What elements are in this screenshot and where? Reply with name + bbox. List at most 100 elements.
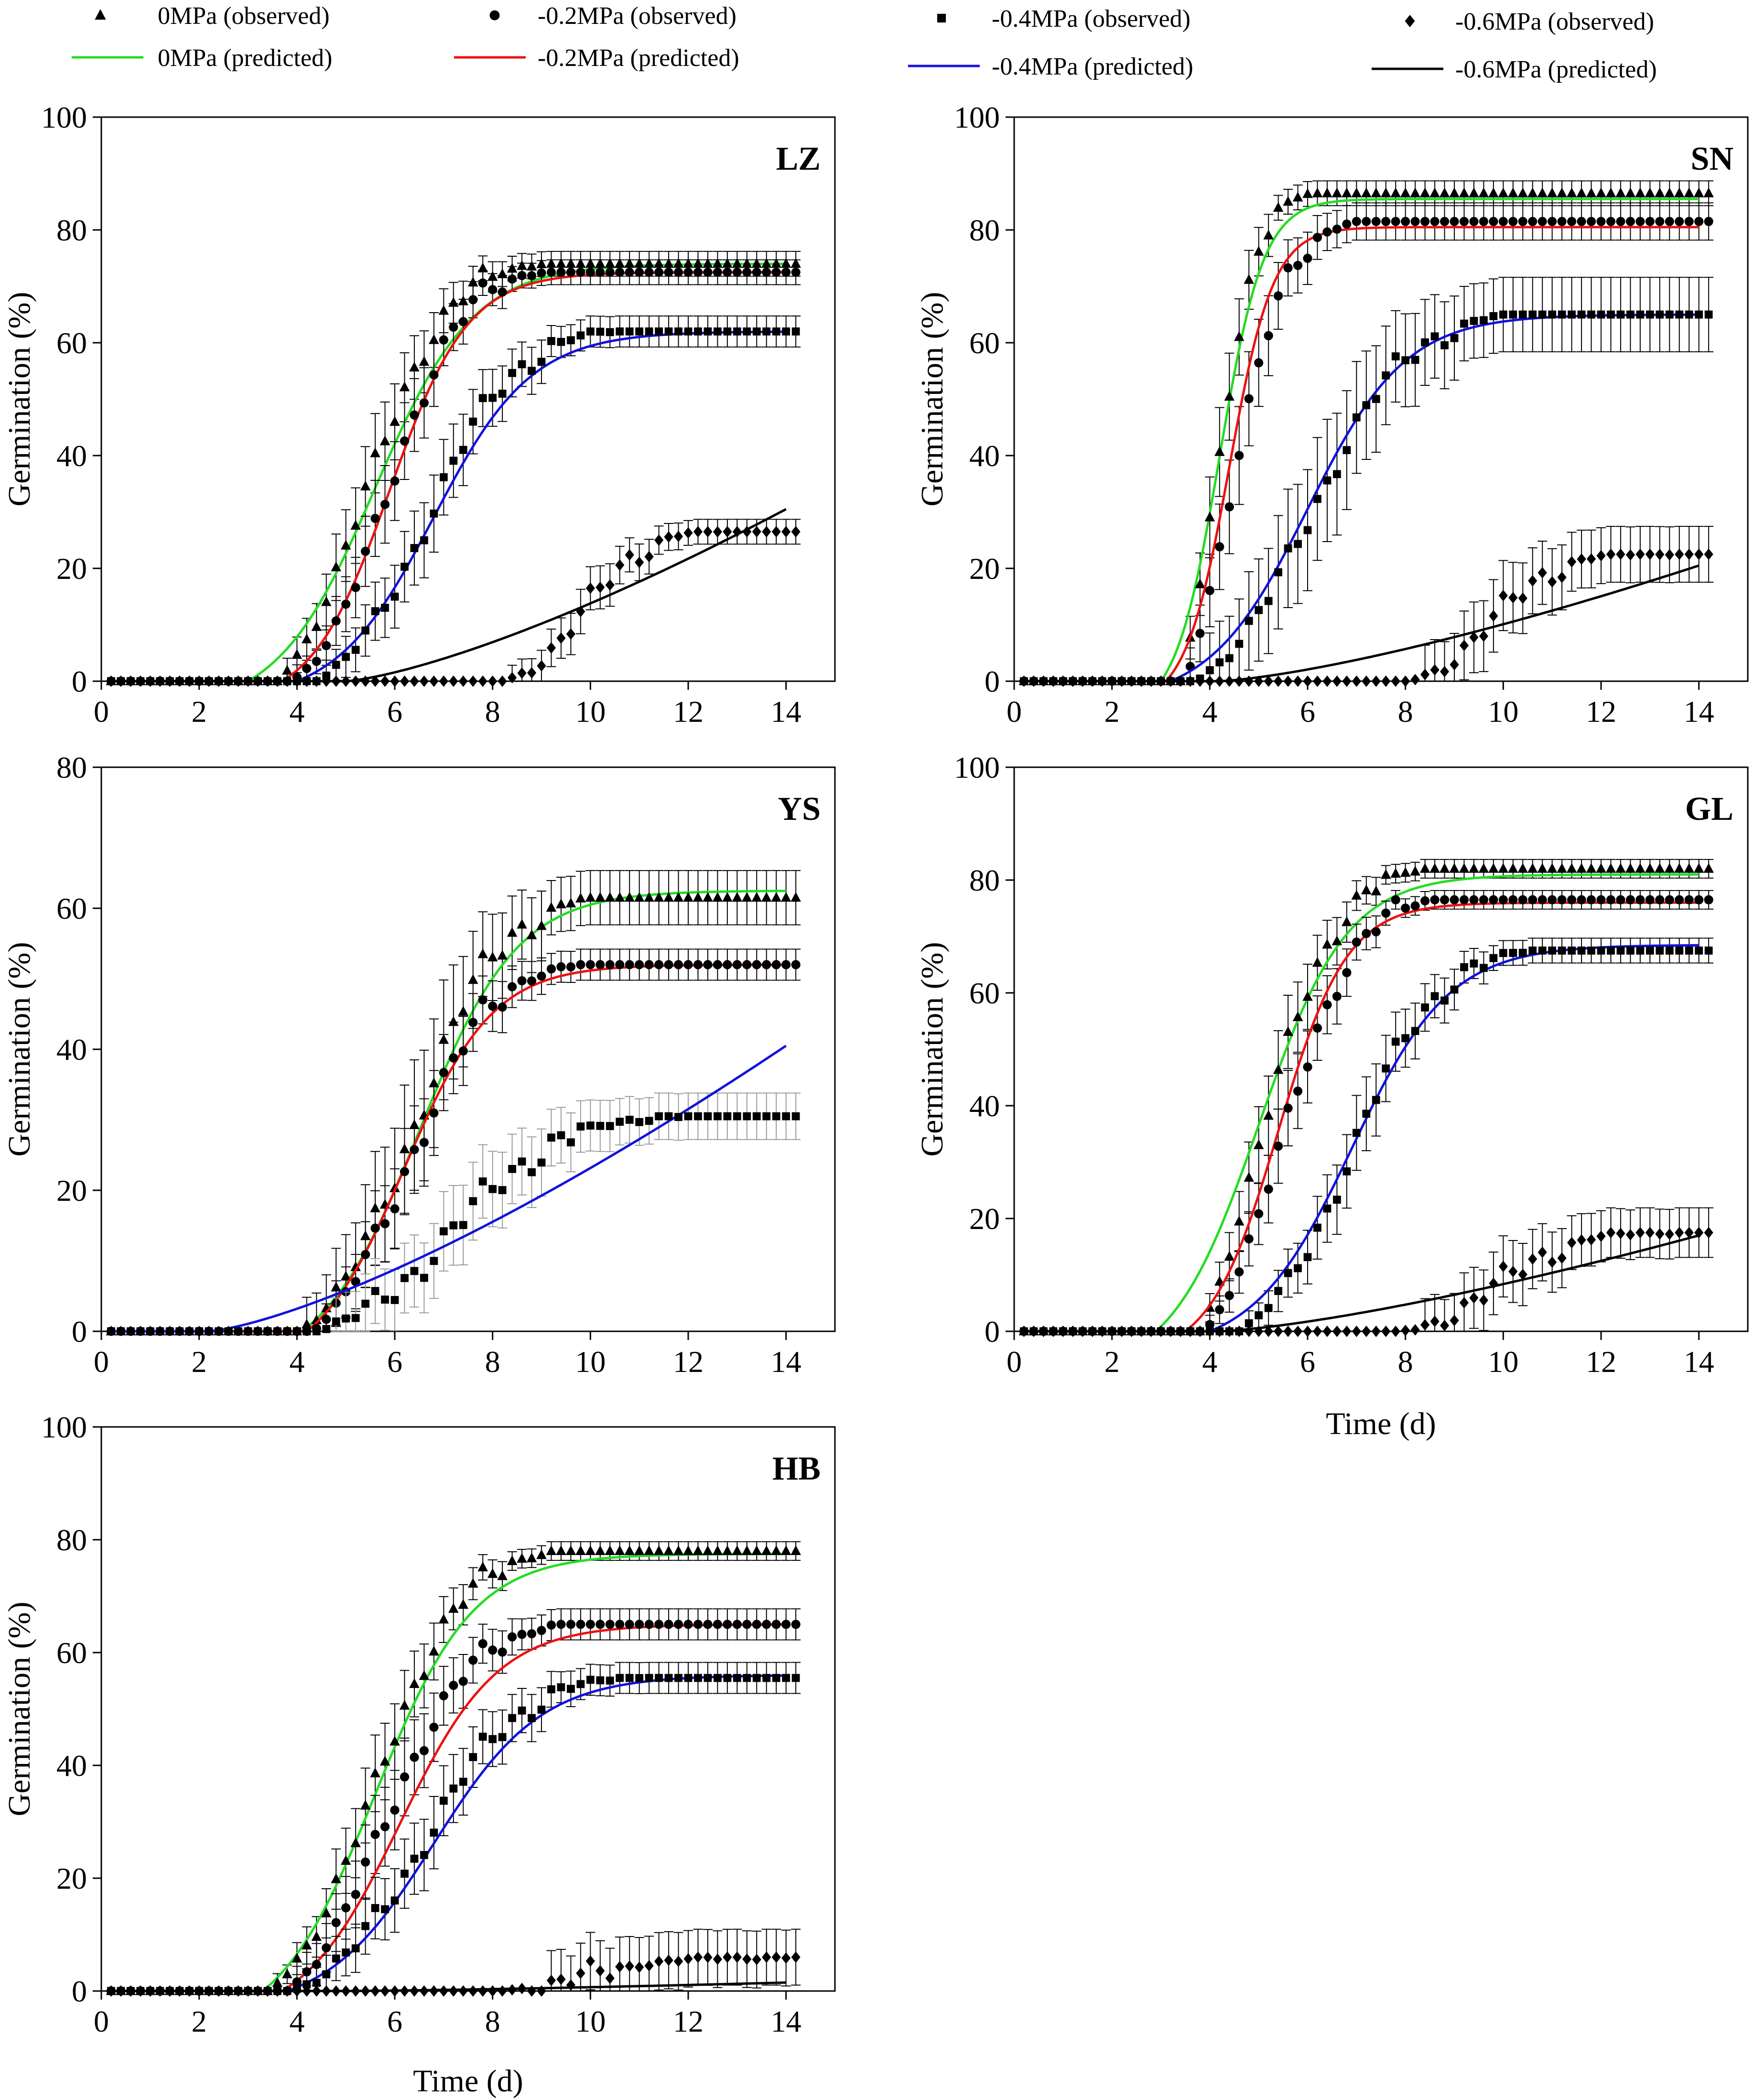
x-tick-label: 10 bbox=[575, 695, 606, 729]
observed-point bbox=[635, 1961, 644, 1973]
observed-point bbox=[401, 1870, 409, 1878]
observed-point bbox=[576, 960, 585, 969]
observed-point bbox=[430, 1257, 438, 1265]
observed-point bbox=[184, 675, 194, 687]
observed-point bbox=[508, 369, 516, 377]
observed-point bbox=[1342, 968, 1352, 978]
observed-point bbox=[703, 1951, 713, 1963]
observed-point bbox=[1322, 1000, 1332, 1010]
observed-point bbox=[381, 1295, 389, 1304]
observed-point bbox=[567, 1138, 575, 1147]
observed-point bbox=[742, 960, 752, 969]
observed-point bbox=[703, 526, 713, 538]
observed-point bbox=[312, 1959, 321, 1969]
observed-point bbox=[370, 1223, 380, 1233]
observed-point bbox=[566, 628, 575, 640]
observed-point bbox=[537, 1706, 546, 1714]
observed-point bbox=[1371, 1326, 1381, 1337]
observed-point bbox=[1576, 863, 1587, 873]
observed-point bbox=[165, 1985, 174, 1997]
observed-point bbox=[723, 267, 732, 277]
observed-point bbox=[136, 675, 145, 687]
observed-point bbox=[517, 976, 527, 986]
observed-point bbox=[282, 1968, 292, 1979]
x-tick-label: 0 bbox=[94, 2004, 109, 2038]
observed-point bbox=[557, 337, 565, 346]
observed-point bbox=[1391, 1326, 1400, 1337]
observed-point bbox=[390, 1296, 399, 1304]
observed-point bbox=[1284, 1269, 1292, 1277]
observed-point bbox=[497, 950, 508, 960]
observed-point bbox=[1352, 217, 1361, 226]
observed-point bbox=[312, 1327, 321, 1336]
observed-point bbox=[1470, 316, 1478, 325]
observed-point bbox=[625, 1620, 634, 1629]
observed-point bbox=[449, 1784, 458, 1793]
observed-point bbox=[1332, 991, 1342, 1001]
observed-point bbox=[390, 416, 400, 426]
observed-point bbox=[419, 1746, 429, 1755]
observed-point bbox=[331, 675, 341, 687]
observed-point bbox=[1547, 863, 1558, 873]
x-tick-label: 12 bbox=[1586, 695, 1616, 729]
observed-point bbox=[1313, 1223, 1321, 1232]
observed-point bbox=[1586, 553, 1596, 565]
observed-point bbox=[1459, 640, 1469, 652]
observed-point bbox=[1635, 863, 1646, 873]
observed-point bbox=[1283, 1326, 1293, 1337]
observed-point bbox=[1625, 187, 1636, 197]
observed-point bbox=[1450, 1315, 1459, 1327]
observed-point bbox=[1058, 1326, 1068, 1337]
observed-point bbox=[478, 394, 487, 403]
observed-point bbox=[585, 1620, 595, 1629]
observed-point bbox=[1401, 1325, 1410, 1337]
observed-point bbox=[625, 1116, 634, 1124]
observed-point bbox=[390, 592, 399, 601]
observed-point bbox=[263, 1327, 272, 1336]
legend-label: -0.6MPa (observed) bbox=[1455, 8, 1654, 35]
x-tick-label: 10 bbox=[1488, 1345, 1518, 1379]
observed-point bbox=[1362, 1110, 1371, 1118]
observed-point bbox=[282, 675, 292, 687]
observed-point bbox=[322, 675, 331, 687]
observed-point bbox=[1518, 217, 1527, 226]
observed-point bbox=[390, 1204, 400, 1214]
observed-point bbox=[1263, 229, 1274, 239]
observed-point bbox=[1528, 310, 1537, 319]
observed-point bbox=[614, 892, 625, 902]
observed-point bbox=[596, 327, 605, 336]
y-tick-label: 60 bbox=[969, 326, 1000, 360]
observed-point bbox=[204, 675, 214, 687]
observed-point bbox=[1557, 187, 1567, 197]
observed-point bbox=[1674, 187, 1685, 197]
observed-point bbox=[1665, 217, 1674, 226]
observed-point bbox=[585, 582, 595, 594]
observed-point bbox=[1274, 291, 1283, 301]
observed-point bbox=[1566, 863, 1577, 873]
observed-point bbox=[419, 356, 430, 366]
observed-point bbox=[1489, 217, 1498, 226]
observed-point bbox=[478, 1985, 487, 1997]
observed-point bbox=[1224, 502, 1234, 511]
observed-point bbox=[1665, 549, 1674, 561]
y-tick-label: 40 bbox=[56, 439, 87, 473]
observed-point bbox=[410, 410, 419, 420]
observed-point bbox=[743, 1674, 751, 1682]
observed-point bbox=[370, 675, 380, 687]
observed-point bbox=[331, 616, 341, 626]
observed-point bbox=[1293, 675, 1303, 687]
observed-point bbox=[1440, 1319, 1450, 1331]
observed-point bbox=[1684, 863, 1694, 873]
observed-point bbox=[615, 1620, 625, 1629]
observed-point bbox=[1127, 675, 1137, 687]
observed-point bbox=[586, 1121, 595, 1130]
predicted-curve bbox=[1024, 944, 1699, 1333]
observed-point bbox=[449, 1053, 458, 1063]
observed-point bbox=[351, 1985, 360, 1997]
observed-point bbox=[478, 675, 487, 687]
observed-point bbox=[1255, 1311, 1263, 1319]
observed-point bbox=[722, 1545, 733, 1555]
observed-point bbox=[429, 675, 439, 687]
x-tick-label: 4 bbox=[289, 1345, 304, 1379]
observed-point bbox=[664, 327, 673, 336]
